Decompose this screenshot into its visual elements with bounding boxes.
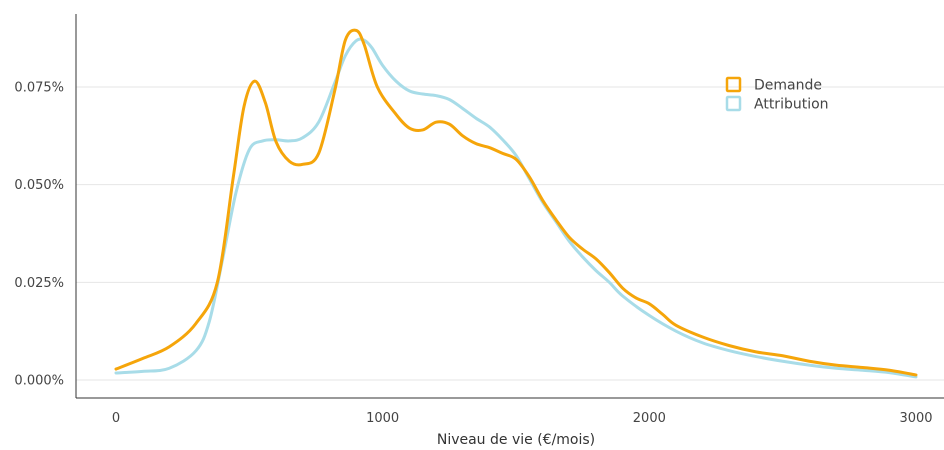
legend-swatch-attribution (725, 95, 742, 112)
y-tick-label: 0.050% (14, 178, 64, 193)
x-tick-label: 2000 (633, 411, 666, 426)
series-lines (114, 28, 918, 379)
gridlines (76, 86, 944, 381)
legend-swatch-demande (725, 76, 742, 93)
x-axis-title: Niveau de vie (€/mois) (437, 432, 595, 448)
x-tick-label: 3000 (899, 411, 932, 426)
axes: 0.000% 0.025% 0.050% 0.075% 0 1000 2000 3000 (14, 14, 944, 426)
x-tick-label: 1000 (366, 411, 399, 426)
y-tick-label: 0.075% (14, 81, 64, 96)
legend: Demande Attribution (725, 76, 829, 113)
series-line-attribution (114, 37, 918, 379)
y-tick-label: 0.000% (14, 374, 64, 389)
series-line-demande (114, 28, 918, 377)
x-tick-label: 0 (112, 411, 120, 426)
y-tick-label: 0.025% (14, 276, 64, 291)
legend-label-demande: Demande (754, 78, 822, 94)
legend-label-attribution: Attribution (754, 97, 829, 113)
